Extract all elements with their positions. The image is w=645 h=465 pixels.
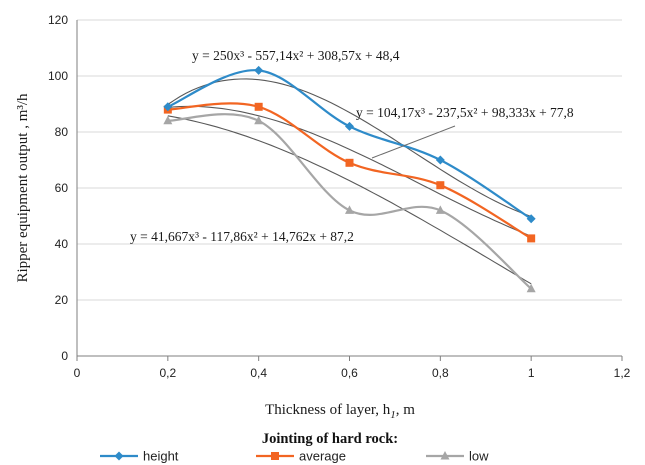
data-point-height: [345, 121, 354, 131]
y-axis-title: Ripper equipment output , m³/h: [15, 93, 31, 283]
data-point-height: [163, 102, 173, 112]
trendline-low: [167, 115, 532, 285]
data-point-average: [254, 102, 263, 111]
legend-item-average: average: [256, 449, 346, 464]
grid: [77, 19, 622, 301]
data-point-height: [526, 214, 536, 224]
trendline-equation-height: y = 250x³ - 557,14x² + 308,57x + 48,4: [192, 48, 400, 63]
y-tick-label: 20: [55, 293, 69, 307]
data-point-height: [254, 65, 264, 75]
data-point-low: [254, 115, 264, 125]
legend-label: height: [143, 449, 179, 464]
data-point-low: [163, 115, 173, 125]
data-point-average: [436, 181, 445, 190]
trendline-height: [167, 78, 532, 218]
data-point-low: [345, 205, 354, 214]
legend-item-low: low: [426, 449, 489, 464]
x-axis-title-unit: , m: [396, 402, 416, 418]
y-tick-label: 120: [48, 13, 68, 27]
x-tick-label: 0,8: [432, 366, 449, 380]
legend-label: low: [469, 449, 489, 464]
y-tick-label: 0: [61, 349, 68, 363]
x-tick-label: 1: [528, 366, 535, 380]
data-point-height: [435, 155, 445, 165]
legend-title: Jointing of hard rock:: [262, 431, 398, 447]
series-low: [163, 113, 536, 293]
series-line-low: [167, 113, 532, 290]
x-axis-title: Thickness of layer, h1, m: [265, 402, 415, 421]
equation-leader-average: [371, 125, 456, 159]
trendline-equation-low: y = 41,667x³ - 117,86x² + 14,762x + 87,2: [130, 229, 354, 244]
legend-item-height: height: [100, 449, 179, 464]
legend-swatch-marker: [114, 451, 124, 461]
data-point-low: [526, 283, 536, 293]
x-axis-title-text: Thickness of layer, h: [265, 402, 391, 418]
series-group: [163, 65, 536, 293]
y-tick-label: 40: [55, 237, 69, 251]
data-point-average: [527, 234, 536, 243]
x-tick-label: 0,4: [250, 366, 267, 380]
data-point-low: [435, 205, 445, 214]
trendlines: [167, 78, 532, 285]
x-tick-label: 1,2: [614, 366, 631, 380]
axes: 0 20 40 60 80 100 120 0 0,2 0,4 0,6 0,8 1 1,2: [48, 13, 631, 380]
x-tick-label: 0: [74, 366, 81, 380]
trendline-equation-average: y = 104,17x³ - 237,5x² + 98,333x + 77,8: [356, 105, 574, 120]
series-height: [163, 65, 536, 224]
x-tick-label: 0,6: [341, 366, 358, 380]
data-point-average: [345, 158, 354, 167]
legend-label: average: [299, 449, 346, 464]
series-line-height: [167, 69, 532, 220]
legend-swatch-marker: [440, 451, 450, 460]
x-axis-title-subscript: 1: [390, 409, 396, 421]
y-tick-label: 80: [55, 125, 69, 139]
legend-swatch-marker: [271, 452, 279, 460]
legend: height average low: [100, 449, 489, 464]
trendline-average: [167, 105, 532, 237]
x-tick-label: 0,2: [159, 366, 176, 380]
y-tick-label: 100: [48, 69, 68, 83]
y-tick-label: 60: [55, 181, 69, 195]
